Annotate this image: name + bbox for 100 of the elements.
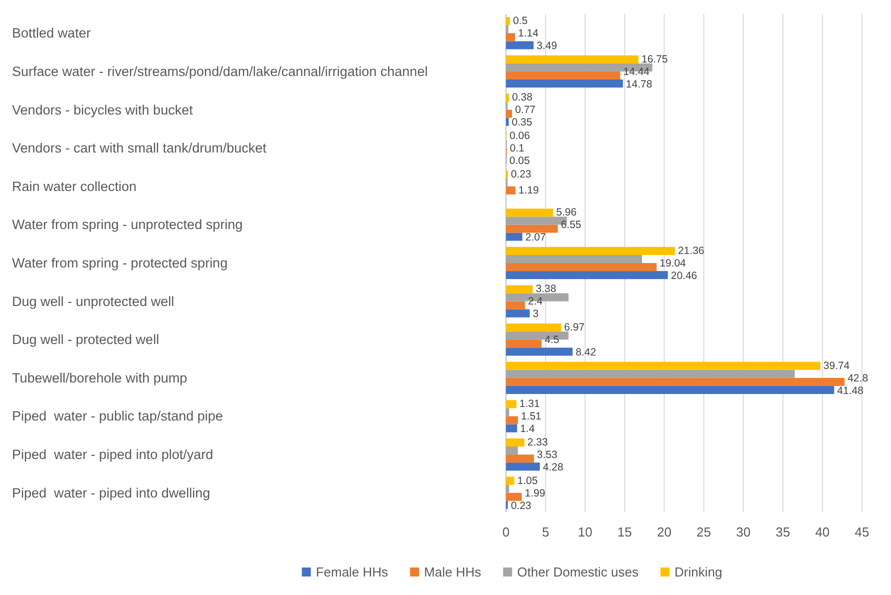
x-tick-label: 0 bbox=[502, 524, 510, 540]
bar bbox=[506, 208, 554, 217]
legend-label: Drinking bbox=[674, 564, 722, 580]
x-tick-label: 20 bbox=[656, 524, 672, 540]
y-tick-label: Vendors - bicycles with bucket bbox=[12, 102, 194, 118]
bar bbox=[506, 324, 562, 332]
data-label: 39.74 bbox=[823, 360, 850, 372]
data-label: 1.19 bbox=[518, 184, 540, 196]
bar bbox=[506, 55, 639, 64]
bar bbox=[506, 446, 518, 455]
bar bbox=[506, 110, 512, 118]
bar bbox=[506, 362, 820, 370]
bar bbox=[506, 454, 534, 463]
bar bbox=[506, 224, 558, 233]
data-label: 8.42 bbox=[576, 346, 596, 359]
y-tick-label: Piped water - piped into plot/yard bbox=[12, 447, 214, 462]
data-label: 4.5 bbox=[544, 334, 560, 346]
x-tick-label: 5 bbox=[542, 524, 550, 540]
bar bbox=[506, 285, 533, 294]
bar bbox=[506, 246, 675, 255]
bar bbox=[506, 80, 623, 88]
x-tick-label: 15 bbox=[617, 524, 632, 540]
data-label: 20.46 bbox=[670, 270, 698, 282]
bar bbox=[506, 462, 540, 471]
x-tick-label: 10 bbox=[578, 524, 592, 540]
data-label: 19.04 bbox=[660, 257, 686, 270]
x-tick-label: 45 bbox=[854, 524, 870, 540]
bar bbox=[506, 386, 834, 394]
bar bbox=[506, 370, 795, 378]
data-label: 3.49 bbox=[536, 40, 558, 52]
bar bbox=[506, 424, 518, 432]
bar bbox=[506, 416, 518, 424]
data-label: 0.5 bbox=[512, 15, 528, 28]
y-tick-label: Bottled water bbox=[12, 26, 92, 41]
bar bbox=[506, 484, 510, 493]
bar bbox=[506, 254, 642, 263]
data-label: 1.4 bbox=[520, 423, 535, 436]
data-label: 42.8 bbox=[848, 372, 868, 384]
bar bbox=[506, 301, 525, 310]
data-label: 6.97 bbox=[564, 322, 585, 334]
bar bbox=[506, 17, 510, 26]
bar bbox=[506, 340, 542, 348]
data-label: 3 bbox=[532, 308, 539, 320]
data-label: 1.31 bbox=[519, 398, 540, 410]
bar bbox=[506, 232, 522, 241]
data-label: 0.06 bbox=[509, 130, 530, 142]
bar bbox=[506, 408, 510, 416]
data-label: 0.23 bbox=[510, 168, 532, 180]
bar bbox=[506, 271, 668, 280]
bar bbox=[506, 309, 530, 318]
legend-label: Male HHs bbox=[424, 564, 482, 580]
y-tick-label: Water from spring - unprotected spring bbox=[12, 217, 243, 232]
data-label: 1.14 bbox=[518, 28, 539, 40]
data-label: 0.1 bbox=[510, 142, 525, 154]
y-tick-label: Dug well - unprotected well bbox=[12, 294, 174, 309]
bar bbox=[506, 476, 514, 485]
data-label: 0.05 bbox=[509, 154, 530, 167]
bar bbox=[506, 118, 509, 126]
data-label: 5.96 bbox=[556, 206, 577, 219]
y-tick-label: Dug well - protected well bbox=[12, 332, 160, 348]
data-label: 0.77 bbox=[515, 104, 536, 116]
bar bbox=[506, 186, 516, 194]
y-tick-label: Water from spring - protected spring bbox=[12, 256, 228, 270]
data-label: 1.05 bbox=[517, 474, 538, 487]
data-label: 2.07 bbox=[525, 232, 546, 244]
data-label: 1.51 bbox=[520, 410, 542, 423]
bar bbox=[506, 41, 534, 50]
data-label: 6.55 bbox=[560, 219, 582, 232]
data-label: 41.48 bbox=[837, 384, 864, 397]
legend-label: Other Domestic uses bbox=[517, 564, 639, 580]
y-tick-label: Tubewell/borehole with pump bbox=[12, 370, 188, 386]
bar bbox=[506, 71, 620, 80]
bar bbox=[506, 263, 657, 272]
data-label: 0.38 bbox=[512, 92, 533, 104]
data-label: 14.44 bbox=[623, 66, 650, 78]
bar bbox=[506, 492, 522, 501]
x-tick-label: 35 bbox=[776, 524, 790, 540]
bar bbox=[506, 33, 516, 42]
data-label: 2.33 bbox=[527, 436, 548, 448]
bar bbox=[506, 438, 524, 446]
data-label: 0.23 bbox=[510, 500, 532, 512]
data-label: 21.36 bbox=[678, 244, 704, 257]
data-label: 2.4 bbox=[528, 296, 543, 308]
y-tick-label: Piped water - public tap/stand pipe bbox=[12, 408, 223, 424]
data-label: 14.78 bbox=[626, 78, 652, 90]
bar bbox=[506, 348, 573, 356]
x-tick-label: 40 bbox=[815, 524, 830, 540]
data-label: 16.75 bbox=[642, 53, 668, 66]
x-tick-label: 25 bbox=[696, 524, 712, 540]
y-tick-label: Rain water collection bbox=[12, 178, 137, 194]
y-tick-label: Vendors - cart with small tank/drum/bucket bbox=[12, 140, 267, 156]
data-label: 3.53 bbox=[536, 448, 558, 461]
data-label: 4.28 bbox=[542, 461, 564, 474]
data-label: 3.38 bbox=[536, 283, 556, 296]
bar bbox=[506, 400, 516, 408]
legend-label: Female HHs bbox=[316, 564, 389, 580]
data-label: 0.35 bbox=[512, 116, 532, 129]
data-label: 1.99 bbox=[524, 487, 546, 500]
y-tick-label: Piped water - piped into dwelling bbox=[12, 485, 210, 500]
y-tick-label: Surface water - river/streams/pond/dam/lake/cannal/irrigation channel bbox=[12, 64, 428, 79]
